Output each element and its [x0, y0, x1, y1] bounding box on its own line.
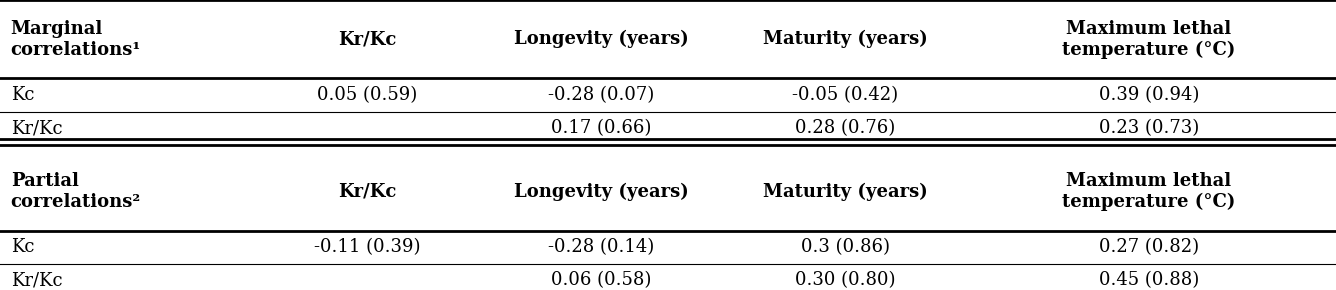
Text: Kr/Kc: Kr/Kc	[338, 30, 397, 48]
Text: Partial
correlations²: Partial correlations²	[11, 172, 140, 211]
Text: Longevity (years): Longevity (years)	[514, 30, 688, 48]
Text: -0.05 (0.42): -0.05 (0.42)	[792, 86, 898, 104]
Text: Kc: Kc	[11, 238, 35, 256]
Text: 0.28 (0.76): 0.28 (0.76)	[795, 119, 895, 137]
Text: Kr/Kc: Kr/Kc	[11, 119, 63, 137]
Text: -0.11 (0.39): -0.11 (0.39)	[314, 238, 421, 256]
Text: Longevity (years): Longevity (years)	[514, 182, 688, 200]
Text: -0.28 (0.14): -0.28 (0.14)	[548, 238, 655, 256]
Text: Kr/Kc: Kr/Kc	[11, 271, 63, 290]
Text: 0.17 (0.66): 0.17 (0.66)	[550, 119, 652, 137]
Text: 0.45 (0.88): 0.45 (0.88)	[1098, 271, 1200, 290]
Text: 0.06 (0.58): 0.06 (0.58)	[550, 271, 652, 290]
Text: 0.3 (0.86): 0.3 (0.86)	[800, 238, 890, 256]
Text: 0.30 (0.80): 0.30 (0.80)	[795, 271, 895, 290]
Text: -0.28 (0.07): -0.28 (0.07)	[548, 86, 655, 104]
Text: Kc: Kc	[11, 86, 35, 104]
Text: 0.23 (0.73): 0.23 (0.73)	[1098, 119, 1200, 137]
Text: Maximum lethal
temperature (°C): Maximum lethal temperature (°C)	[1062, 172, 1236, 211]
Text: 0.39 (0.94): 0.39 (0.94)	[1098, 86, 1200, 104]
Text: Maximum lethal
temperature (°C): Maximum lethal temperature (°C)	[1062, 20, 1236, 59]
Text: Maturity (years): Maturity (years)	[763, 182, 927, 200]
Text: Maturity (years): Maturity (years)	[763, 30, 927, 48]
Text: Marginal
correlations¹: Marginal correlations¹	[11, 20, 140, 59]
Text: Kr/Kc: Kr/Kc	[338, 182, 397, 200]
Text: 0.27 (0.82): 0.27 (0.82)	[1100, 238, 1198, 256]
Text: 0.05 (0.59): 0.05 (0.59)	[317, 86, 418, 104]
